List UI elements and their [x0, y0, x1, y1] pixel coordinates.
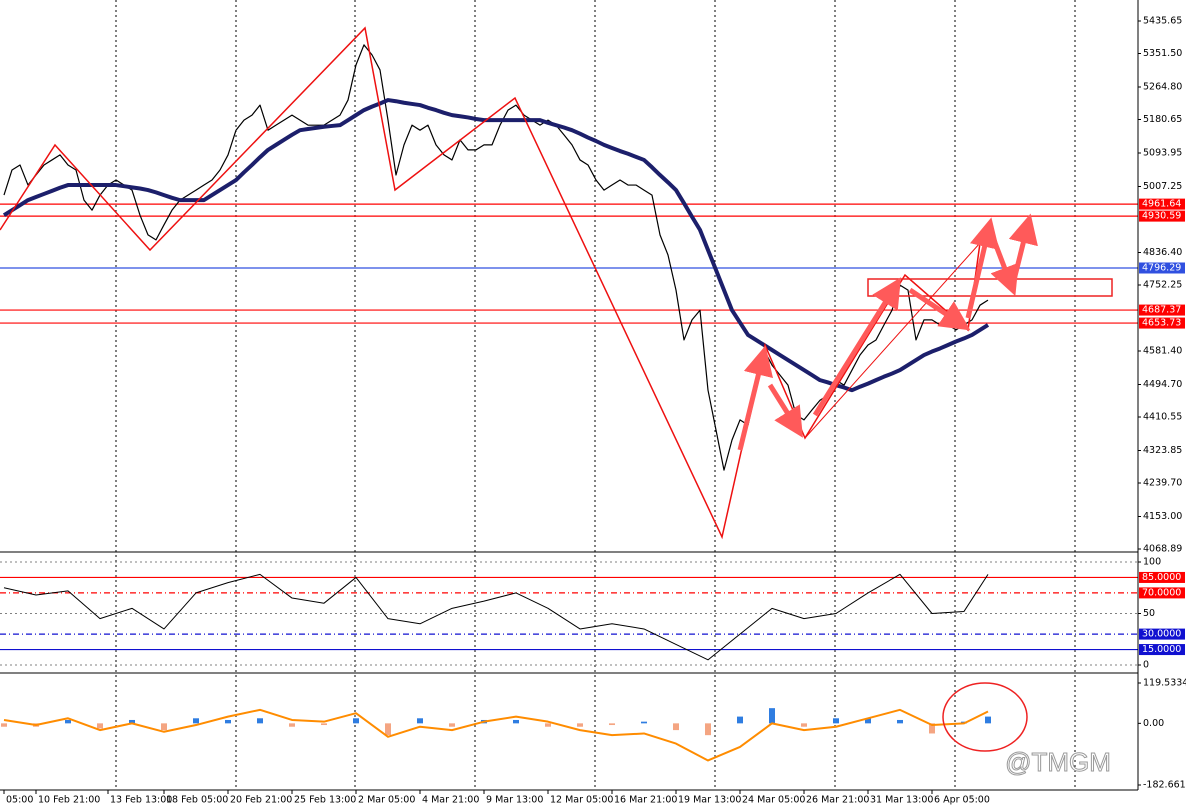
histogram-bar	[737, 716, 743, 724]
y-tick-label: 5180.65	[1143, 114, 1182, 125]
histogram-bar	[865, 718, 871, 724]
series-line	[3, 573, 989, 661]
x-tick-label: 10 Feb 21:00	[38, 795, 100, 806]
frame	[0, 0, 1139, 791]
y-tick-label: 119.5334	[1143, 678, 1186, 689]
level-label: 4930.59	[1142, 211, 1181, 222]
y-tick-label: 4239.70	[1143, 478, 1182, 489]
target-zone	[867, 278, 1113, 297]
histogram-bar	[225, 719, 231, 724]
level-label: 85.0000	[1142, 572, 1181, 583]
histogram-bar	[257, 718, 263, 724]
histogram-bar	[289, 723, 295, 727]
level-label-box	[1139, 210, 1185, 222]
watermark: @TMGM	[1005, 747, 1111, 777]
y-tick-label: 50	[1143, 608, 1155, 619]
highlight-circle	[942, 682, 1028, 752]
level-label-box	[1139, 262, 1185, 274]
y-tick-label: 5351.50	[1143, 48, 1182, 59]
histogram-bar	[417, 718, 423, 724]
histogram-bar	[449, 723, 455, 727]
x-tick-label: 24 Mar 05:00	[742, 795, 805, 806]
y-tick-label: 5264.80	[1143, 82, 1182, 93]
histogram-bar	[65, 719, 71, 724]
level-label: 70.0000	[1142, 587, 1181, 598]
level-label-box	[1139, 644, 1185, 656]
level-label: 4796.29	[1142, 262, 1181, 273]
series-line	[2, 98, 990, 393]
y-tick-label: 4068.89	[1143, 544, 1182, 555]
x-tick-label: 9 Mar 13:00	[486, 795, 543, 806]
histogram-bar	[769, 708, 775, 724]
y-tick-label: 5093.95	[1143, 148, 1182, 159]
histogram-bar	[641, 721, 647, 724]
histogram-bar	[929, 723, 935, 734]
y-tick-label: 4494.70	[1143, 379, 1182, 390]
level-label-box	[1139, 317, 1185, 329]
level-label: 30.0000	[1142, 629, 1181, 640]
forecast-arrows	[737, 213, 1038, 451]
y-tick-label: 100	[1143, 557, 1161, 568]
y-tick-label: 4410.55	[1143, 412, 1182, 423]
y-tick-label: 4581.40	[1143, 346, 1182, 357]
histogram-bar	[833, 718, 839, 724]
y-tick-label: 5007.25	[1143, 181, 1182, 192]
x-tick-label: 26 Mar 21:00	[806, 795, 869, 806]
x-tick-label: 31 Mar 13:00	[870, 795, 933, 806]
histogram-bar	[129, 719, 135, 724]
y-tick-label: 4153.00	[1143, 511, 1182, 522]
level-label: 4961.64	[1142, 199, 1181, 210]
x-tick-label: 05:00	[6, 795, 33, 806]
x-tick-label: 25 Feb 13:00	[294, 795, 356, 806]
level-label-box	[1139, 198, 1185, 210]
histogram-bar	[385, 723, 391, 736]
x-tick-label: 13 Feb 13:00	[110, 795, 172, 806]
y-tick-label: 0	[1143, 660, 1149, 671]
y-tick-label: 5435.65	[1143, 16, 1182, 27]
y-tick-label: 4836.40	[1143, 247, 1182, 258]
x-tick-label: 12 Mar 05:00	[550, 795, 613, 806]
histogram-bar	[193, 718, 199, 724]
histogram-bar	[545, 723, 551, 727]
x-tick-label: 20 Feb 21:00	[230, 795, 292, 806]
x-tick-label: 19 Mar 13:00	[678, 795, 741, 806]
y-tick-label: 4752.25	[1143, 280, 1182, 291]
x-tick-label: 18 Feb 05:00	[166, 795, 228, 806]
histogram-bar	[321, 723, 327, 726]
series-line	[3, 708, 989, 762]
histogram-bar	[513, 719, 519, 724]
histogram-bar	[353, 718, 359, 724]
histogram-bar	[161, 723, 167, 731]
histogram-bar	[897, 719, 903, 724]
y-tick-label: 0.00	[1143, 718, 1164, 729]
level-label-box	[1139, 304, 1185, 316]
y-tick-label: 4323.85	[1143, 445, 1182, 456]
level-label-box	[1139, 587, 1185, 599]
x-tick-label: 6 Apr 05:00	[934, 795, 990, 806]
histogram-bar	[673, 723, 679, 731]
x-tick-label: 2 Mar 05:00	[358, 795, 415, 806]
x-tick-label: 4 Mar 21:00	[422, 795, 479, 806]
histogram-bar	[97, 723, 103, 729]
histogram-bar	[801, 723, 807, 727]
level-label: 4653.73	[1142, 318, 1181, 329]
histogram-bar	[985, 716, 991, 724]
histogram-bar	[577, 723, 583, 727]
level-label: 4687.37	[1142, 305, 1181, 316]
x-tick-label: 16 Mar 21:00	[614, 795, 677, 806]
histogram-bar	[1, 723, 7, 727]
level-label-box	[1139, 628, 1185, 640]
level-label: 15.0000	[1142, 644, 1181, 655]
histogram-bar	[705, 723, 711, 736]
plots: 5435.65 5351.50 5264.80 5180.65 5093.95 5007.…	[0, 16, 1186, 806]
histogram-bar	[609, 723, 615, 726]
level-label-box	[1139, 571, 1185, 583]
y-tick-label: -182.6615	[1143, 780, 1186, 791]
